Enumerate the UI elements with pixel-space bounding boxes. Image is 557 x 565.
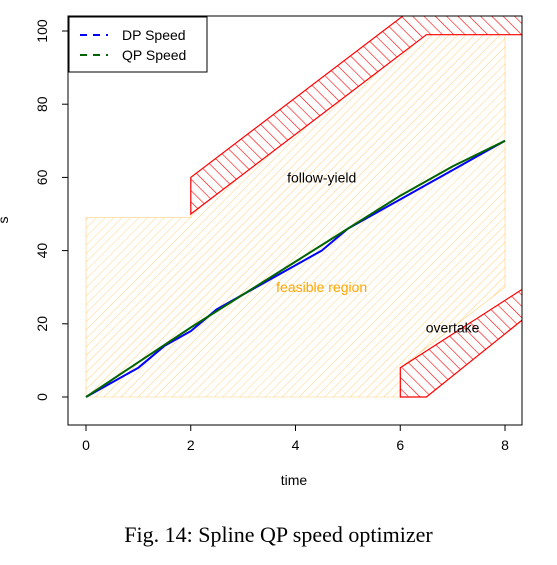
- figure-caption: Fig. 14: Spline QP speed optimizer: [124, 522, 433, 547]
- region-label: follow-yield: [287, 169, 356, 185]
- x-tick-label: 4: [292, 437, 300, 453]
- region-label: feasible region: [276, 279, 367, 295]
- x-axis-label: time: [281, 472, 308, 488]
- region-follow-yield: [190, 16, 522, 216]
- y-axis-label: s: [0, 217, 11, 224]
- legend-entry: QP Speed: [122, 47, 186, 63]
- series-line-qp: [85, 139, 506, 398]
- region-label: overtake: [426, 320, 480, 336]
- x-tick-label: 6: [396, 437, 404, 453]
- y-axis: 0 20 40 60 80 100: [34, 19, 69, 401]
- legend-entry: DP Speed: [122, 27, 186, 43]
- region-labels-layer: follow-yield feasible region overtake: [276, 169, 479, 335]
- series-line-dp: [85, 139, 506, 398]
- regions-layer: [85, 16, 522, 398]
- legend: DP Speed QP Speed: [68, 16, 208, 73]
- x-tick-label: 0: [82, 437, 90, 453]
- y-tick-label: 80: [34, 96, 50, 112]
- y-tick-label: 20: [34, 316, 50, 332]
- x-tick-label: 2: [187, 437, 195, 453]
- series-layer: [85, 139, 506, 398]
- region-overtake: [399, 288, 522, 398]
- y-tick-label: 100: [34, 19, 50, 43]
- legend-box: [68, 16, 208, 73]
- speed-chart: follow-yield feasible region overtake 0 2 4 6…: [0, 15, 523, 488]
- x-tick-label: 8: [501, 437, 509, 453]
- y-tick-label: 60: [34, 169, 50, 185]
- x-axis: 0 2 4 6 8: [82, 424, 509, 453]
- y-tick-label: 0: [34, 393, 50, 401]
- y-tick-label: 40: [34, 243, 50, 259]
